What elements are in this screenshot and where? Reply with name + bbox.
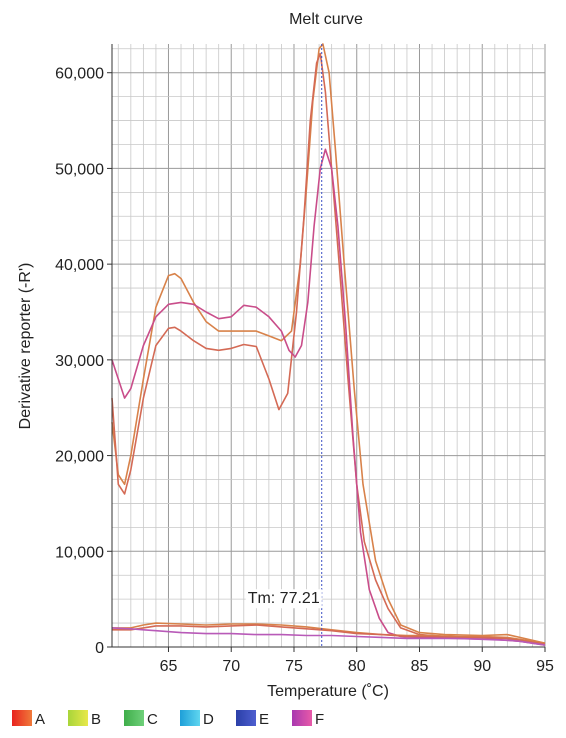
y-tick-label: 30,000 bbox=[55, 353, 104, 370]
legend-label-d: D bbox=[203, 711, 214, 728]
legend-swatch-a bbox=[12, 710, 32, 726]
legend-swatch-d bbox=[180, 710, 200, 726]
x-tick-label: 75 bbox=[285, 658, 303, 675]
legend-label-f: F bbox=[315, 711, 324, 728]
legend-swatch-f bbox=[292, 710, 312, 726]
series-line-6 bbox=[111, 627, 546, 646]
axes: 65 70 75 80 85 90 95 0 10,000 20,000 30,000 40,000 5… bbox=[55, 44, 554, 675]
tm-label-background bbox=[245, 589, 322, 609]
chart-title: Melt curve bbox=[289, 11, 363, 28]
y-tick-label: 10,000 bbox=[55, 544, 104, 561]
legend-swatch-c bbox=[124, 710, 144, 726]
legend-label-c: C bbox=[147, 711, 158, 728]
x-axis-title: Temperature (˚C) bbox=[267, 683, 389, 700]
legend-label-e: E bbox=[259, 711, 269, 728]
x-tick-label: 95 bbox=[536, 658, 554, 675]
x-tick-label: 65 bbox=[160, 658, 178, 675]
tm-marker: Tm: 77.21 bbox=[245, 44, 323, 647]
legend-swatch-e bbox=[236, 710, 256, 726]
y-tick-label: 50,000 bbox=[55, 161, 104, 178]
legend-label-a: A bbox=[35, 711, 45, 728]
y-axis-title: Derivative reporter (-R') bbox=[17, 263, 34, 430]
y-tick-label: 0 bbox=[95, 640, 104, 657]
x-tick-label: 70 bbox=[222, 658, 240, 675]
y-tick-label: 60,000 bbox=[55, 66, 104, 83]
grid bbox=[112, 44, 546, 648]
x-tick-label: 90 bbox=[473, 658, 491, 675]
legend: A B C D E F bbox=[12, 710, 324, 728]
series-layer bbox=[111, 43, 546, 646]
series-line-5 bbox=[112, 624, 546, 645]
series-line-2 bbox=[111, 52, 546, 645]
tm-label: Tm: 77.21 bbox=[248, 590, 320, 607]
legend-swatch-b bbox=[68, 710, 88, 726]
legend-label-b: B bbox=[91, 711, 101, 728]
y-tick-label: 40,000 bbox=[55, 257, 104, 274]
x-tick-label: 85 bbox=[411, 658, 429, 675]
series-line-4 bbox=[112, 622, 546, 644]
y-tick-label: 20,000 bbox=[55, 449, 104, 466]
x-tick-label: 80 bbox=[348, 658, 366, 675]
